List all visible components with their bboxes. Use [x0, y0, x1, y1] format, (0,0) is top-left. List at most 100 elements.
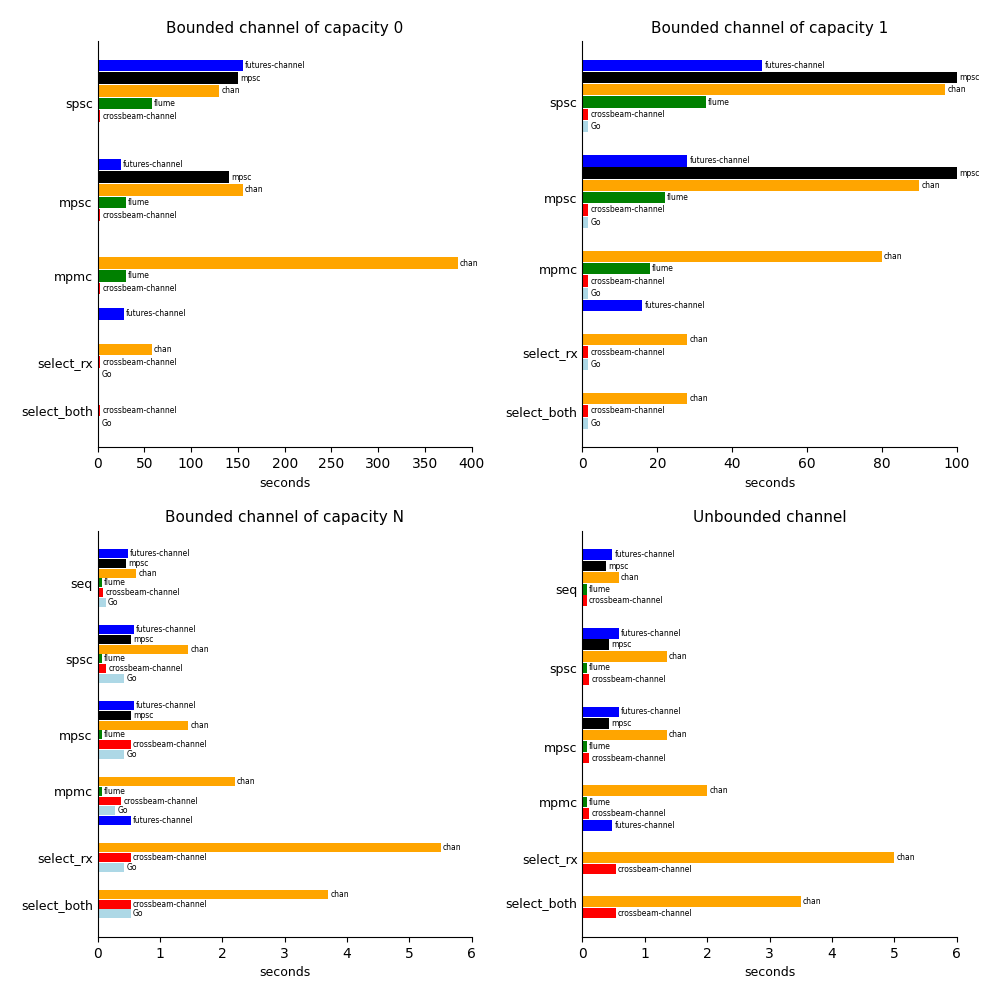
Bar — [98, 909, 131, 918]
Bar — [98, 184, 243, 196]
Bar — [582, 60, 762, 71]
Text: Go: Go — [127, 863, 137, 872]
Text: mpsc: mpsc — [240, 74, 261, 83]
Bar — [582, 896, 801, 907]
Bar — [582, 707, 619, 717]
X-axis label: seconds: seconds — [744, 966, 795, 979]
Bar — [98, 787, 102, 796]
Bar — [98, 890, 328, 899]
Bar — [582, 96, 706, 108]
Text: crossbeam-channel: crossbeam-channel — [590, 277, 665, 286]
Text: mpsc: mpsc — [959, 73, 979, 82]
Text: crossbeam-channel: crossbeam-channel — [592, 809, 666, 818]
Text: mpsc: mpsc — [608, 562, 629, 571]
Text: chan: chan — [154, 345, 173, 354]
Bar — [582, 561, 606, 571]
Text: futures-channel: futures-channel — [133, 816, 193, 825]
Bar — [582, 251, 882, 262]
Bar — [582, 674, 589, 685]
Bar — [582, 84, 945, 95]
Bar — [582, 628, 619, 639]
Bar — [98, 270, 126, 282]
Bar — [582, 393, 687, 404]
Text: futures-channel: futures-channel — [764, 61, 825, 70]
Bar — [98, 257, 458, 269]
Text: chan: chan — [803, 897, 822, 906]
Bar — [582, 121, 588, 132]
Bar — [98, 344, 152, 355]
Text: mpsc: mpsc — [612, 640, 632, 649]
Bar — [98, 900, 131, 909]
Title: Bounded channel of capacity N: Bounded channel of capacity N — [165, 510, 404, 525]
Text: futures-channel: futures-channel — [621, 629, 681, 638]
Text: futures-channel: futures-channel — [245, 61, 305, 70]
X-axis label: seconds: seconds — [259, 966, 310, 979]
Bar — [98, 283, 100, 294]
Text: chan: chan — [331, 890, 349, 899]
Bar — [582, 572, 619, 583]
Bar — [582, 192, 665, 203]
Bar — [98, 98, 152, 109]
Text: Go: Go — [590, 360, 601, 369]
Text: chan: chan — [689, 394, 708, 403]
Bar — [98, 664, 106, 673]
Bar — [582, 753, 589, 763]
Text: chan: chan — [460, 259, 479, 268]
Bar — [582, 217, 588, 228]
Bar — [98, 711, 131, 720]
Text: flume: flume — [589, 663, 611, 672]
Bar — [98, 721, 188, 730]
Bar — [582, 418, 588, 429]
Text: flume: flume — [667, 193, 689, 202]
Text: chan: chan — [138, 569, 157, 578]
Text: crossbeam-channel: crossbeam-channel — [590, 348, 665, 357]
Bar — [582, 155, 687, 167]
Text: Go: Go — [133, 909, 143, 918]
Text: Go: Go — [117, 806, 128, 815]
Bar — [582, 908, 616, 918]
Bar — [582, 718, 609, 729]
Bar — [98, 588, 103, 597]
Bar — [98, 369, 99, 381]
Bar — [98, 674, 124, 683]
Text: crossbeam-channel: crossbeam-channel — [133, 853, 207, 862]
Text: crossbeam-channel: crossbeam-channel — [103, 112, 177, 121]
Bar — [98, 806, 115, 815]
Text: Go: Go — [101, 370, 112, 379]
Bar — [582, 595, 587, 606]
Text: chan: chan — [689, 335, 708, 344]
Text: flume: flume — [589, 742, 611, 751]
Text: futures-channel: futures-channel — [621, 707, 681, 716]
Bar — [582, 741, 587, 752]
Bar — [98, 417, 99, 429]
Bar — [98, 60, 243, 71]
Text: crossbeam-channel: crossbeam-channel — [590, 110, 665, 119]
Text: crossbeam-channel: crossbeam-channel — [592, 754, 666, 763]
Text: chan: chan — [190, 645, 209, 654]
Text: Go: Go — [127, 674, 137, 683]
Text: crossbeam-channel: crossbeam-channel — [592, 675, 666, 684]
Bar — [98, 578, 102, 587]
Bar — [98, 863, 124, 872]
Bar — [98, 645, 188, 654]
Text: Go: Go — [590, 289, 601, 298]
Bar — [582, 300, 642, 311]
Bar — [582, 852, 894, 863]
Bar — [98, 750, 124, 759]
Bar — [98, 843, 441, 852]
Text: flume: flume — [104, 654, 126, 663]
Text: chan: chan — [221, 86, 240, 95]
Bar — [98, 549, 128, 558]
Text: chan: chan — [621, 573, 640, 582]
Bar — [582, 730, 667, 740]
Text: Go: Go — [127, 750, 137, 759]
Text: flume: flume — [589, 585, 611, 594]
Text: chan: chan — [884, 252, 903, 261]
Text: chan: chan — [245, 185, 263, 194]
Text: futures-channel: futures-channel — [136, 701, 196, 710]
Text: futures-channel: futures-channel — [689, 156, 750, 165]
Bar — [582, 359, 588, 370]
Bar — [582, 405, 588, 417]
Bar — [98, 654, 102, 663]
Text: Go: Go — [108, 598, 118, 607]
